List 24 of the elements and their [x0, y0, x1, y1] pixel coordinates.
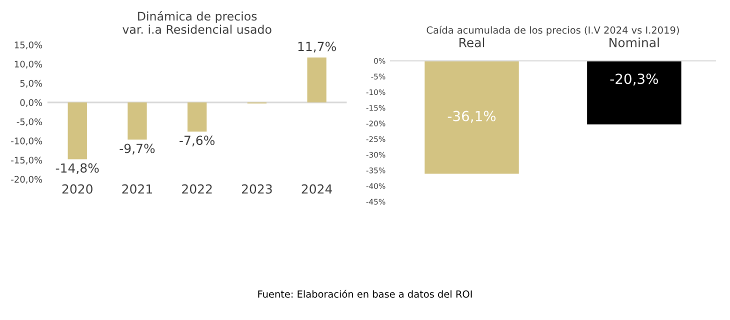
y-tick-label: -20,0%: [11, 176, 42, 184]
data-label: -9,7%: [120, 144, 155, 154]
x-tick-label: 2023: [242, 184, 272, 194]
chart-title: Caída acumulada de los precios (I.V 2024 vs I.2019): [426, 26, 679, 36]
source-note: Fuente: Elaboración en base a datos del ROI: [258, 290, 472, 298]
x-tick-label: Nominal: [610, 38, 659, 48]
chart-title: Dinámica de precios var. i.a Residencial usado: [122, 11, 272, 34]
y-tick-label: -10,0%: [11, 138, 42, 146]
data-label: -20,3%: [610, 74, 658, 86]
data-label: -7,6%: [180, 136, 215, 146]
x-tick-label: Real: [460, 38, 484, 48]
data-label: 11,7%: [298, 42, 336, 52]
data-label: -36,1%: [448, 110, 496, 123]
y-tick-label: 5,0%: [20, 80, 42, 88]
x-tick-label: 2021: [122, 184, 152, 194]
y-tick-label: -15,0%: [11, 156, 42, 164]
y-tick-label: -5,0%: [16, 118, 42, 126]
y-tick-label: 0,0%: [20, 99, 42, 107]
data-label: -14,8%: [56, 163, 99, 174]
x-tick-label: 2024: [302, 184, 332, 194]
x-tick-label: 2020: [62, 184, 92, 194]
y-tick-label: 15,0%: [14, 42, 42, 50]
x-tick-label: 2022: [182, 184, 212, 194]
y-tick-label: 10,0%: [14, 60, 42, 68]
